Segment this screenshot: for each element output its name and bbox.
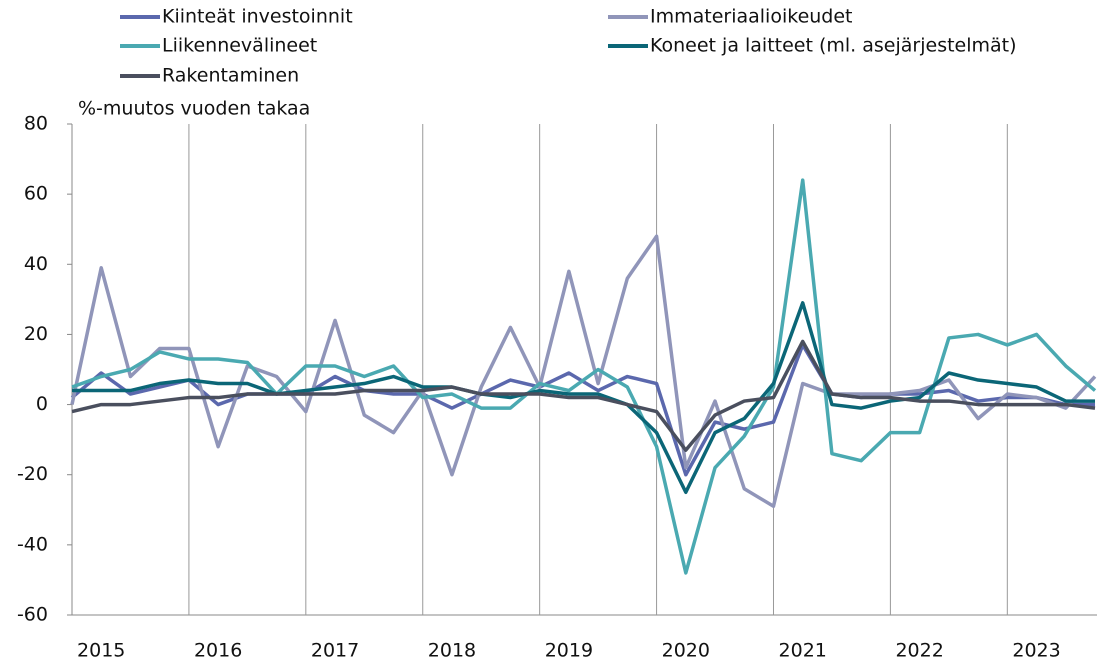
y-tick-label: 80	[24, 113, 48, 135]
x-tick-label: 2018	[428, 640, 476, 662]
x-tick-label: 2022	[895, 640, 943, 662]
series-line	[71, 178, 1097, 575]
y-tick-label: 60	[24, 183, 48, 205]
y-tick-label: -60	[17, 604, 48, 626]
legend-label: Koneet ja laitteet (ml. asejärjestelmät)	[650, 35, 1017, 57]
y-tick-label: -20	[17, 463, 48, 485]
legend-label: Rakentaminen	[162, 65, 299, 87]
legend-label: Immateriaalioikeudet	[650, 6, 853, 28]
series-line	[70, 234, 1097, 509]
x-tick-label: 2021	[779, 640, 827, 662]
legend-label: Kiinteät investoinnit	[162, 6, 353, 28]
y-axis-label: %-muutos vuoden takaa	[78, 98, 310, 120]
y-tick-label: 20	[24, 323, 48, 345]
x-tick-label: 2020	[662, 640, 710, 662]
series-line	[71, 339, 1096, 452]
x-tick-label: 2015	[77, 640, 125, 662]
y-tick-label: 0	[36, 393, 48, 415]
series-line	[72, 301, 1095, 494]
y-tick-label: -40	[17, 533, 48, 555]
legend-label: Liikennevälineet	[162, 35, 317, 57]
y-tick-label: 40	[24, 253, 48, 275]
x-tick-label: 2016	[194, 640, 242, 662]
x-tick-label: 2019	[545, 640, 593, 662]
x-tick-label: 2023	[1012, 640, 1060, 662]
x-tick-label: 2017	[311, 640, 359, 662]
